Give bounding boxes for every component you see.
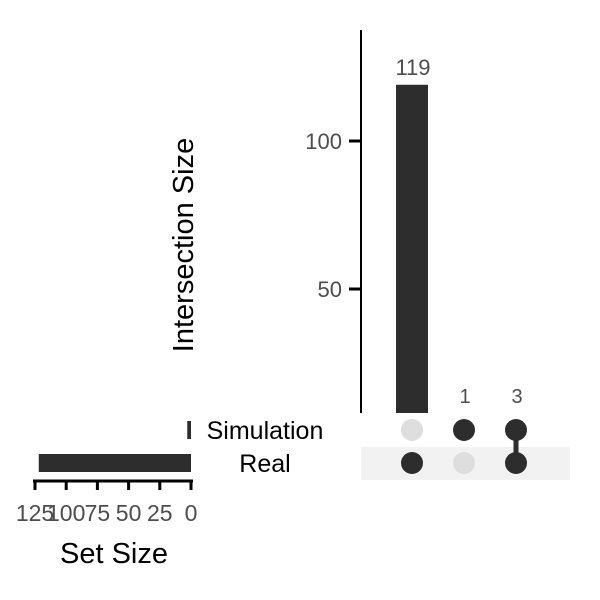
bar-label-simulation: 1 <box>459 386 470 408</box>
set-size-tick-label-25: 25 <box>147 500 173 526</box>
dot-real-real <box>401 452 423 474</box>
set-size-axis-title: Set Size <box>60 538 168 570</box>
set-size-tick-label-125: 125 <box>16 500 54 526</box>
set-size-bars <box>38 421 191 472</box>
intersection-bar-labels: 119 1 3 <box>395 55 522 408</box>
dot-simulation-real <box>453 452 475 474</box>
bar-label-real: 119 <box>395 55 430 80</box>
intersection-size-axis: 50 100 <box>305 30 362 413</box>
intersection-tick-label-50: 50 <box>318 277 342 302</box>
intersection-matrix <box>401 419 527 474</box>
intersection-tick-label-100: 100 <box>305 129 342 154</box>
dot-simulation-real-simulation <box>505 419 527 441</box>
dot-simulation-real-real <box>505 452 527 474</box>
dot-simulation-simulation <box>453 419 475 441</box>
intersection-axis-title: Intersection Size <box>168 138 200 352</box>
set-size-tick-label-0: 0 <box>185 500 198 526</box>
set-label-simulation: Simulation <box>207 417 324 445</box>
set-label-real: Real <box>239 450 290 478</box>
bar-label-simulation-real: 3 <box>511 386 522 408</box>
set-size-tick-label-75: 75 <box>85 500 111 526</box>
set-size-bar-simulation <box>187 421 191 439</box>
set-labels: Simulation Real <box>207 417 324 478</box>
bar-real <box>396 84 428 414</box>
set-size-tick-label-50: 50 <box>116 500 142 526</box>
set-size-bar-real <box>38 454 191 472</box>
intersection-bars <box>396 84 428 414</box>
dot-real-simulation <box>401 419 423 441</box>
set-size-tick-label-100: 100 <box>47 500 85 526</box>
